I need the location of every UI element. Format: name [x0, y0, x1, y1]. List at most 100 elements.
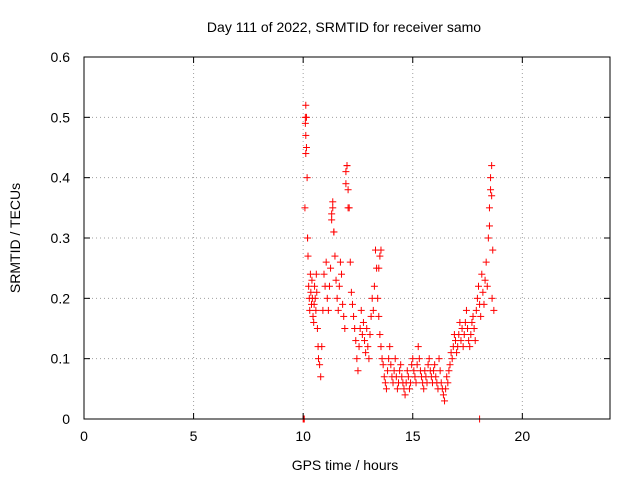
data-point [380, 373, 388, 381]
data-point [448, 355, 456, 363]
data-point [377, 343, 385, 351]
y-tick-label: 0.1 [51, 351, 71, 367]
data-point [465, 337, 473, 345]
data-point [344, 204, 352, 212]
data-point [386, 343, 394, 351]
data-point [356, 325, 364, 332]
data-point [444, 379, 452, 387]
data-point [320, 270, 328, 278]
data-point [437, 379, 445, 387]
data-point [462, 306, 470, 314]
data-point [430, 367, 438, 375]
data-point [478, 270, 486, 278]
x-tick-label: 20 [515, 428, 531, 444]
data-point [379, 361, 387, 369]
data-point [482, 258, 490, 266]
data-point [343, 162, 351, 170]
data-point [301, 204, 309, 212]
data-point [453, 349, 461, 357]
data-point [302, 144, 310, 151]
data-point [404, 373, 412, 381]
data-point [327, 264, 335, 272]
data-point [341, 325, 349, 332]
data-point [442, 385, 450, 393]
data-point [301, 119, 309, 127]
data-point [354, 367, 362, 375]
data-point [375, 312, 383, 320]
data-point [311, 294, 319, 302]
data-point [312, 306, 320, 314]
data-point [381, 379, 389, 387]
data-point [473, 294, 481, 302]
data-point [313, 325, 321, 332]
data-point [435, 355, 443, 363]
data-point [487, 186, 495, 194]
data-point [414, 343, 422, 351]
data-point [396, 367, 404, 375]
data-point [464, 325, 472, 332]
data-point [361, 337, 369, 345]
data-point [432, 373, 440, 381]
data-point [466, 343, 474, 351]
data-point [384, 367, 392, 375]
data-point [370, 282, 378, 290]
data-point [488, 294, 496, 302]
data-point [358, 331, 366, 339]
data-point [302, 150, 310, 158]
data-point [488, 162, 496, 170]
data-point [375, 264, 383, 272]
y-tick-label: 0.4 [51, 170, 71, 186]
data-point [302, 131, 310, 139]
data-point [325, 282, 333, 290]
data-point [306, 306, 314, 314]
data-point [483, 282, 491, 290]
data-point [366, 331, 374, 339]
data-point [334, 306, 342, 314]
data-point [335, 282, 343, 290]
data-point [488, 192, 496, 200]
y-tick-label: 0.2 [51, 290, 71, 306]
data-point [470, 325, 478, 332]
data-point [353, 355, 361, 363]
data-point [305, 282, 313, 290]
data-point [331, 252, 339, 260]
data-point [369, 306, 377, 314]
data-point [302, 101, 310, 109]
data-point [405, 385, 413, 393]
data-point [329, 198, 337, 206]
y-tick-label: 0.6 [51, 49, 71, 65]
data-point [413, 361, 421, 369]
data-point [387, 361, 395, 369]
data-point [355, 343, 363, 351]
data-point [460, 331, 468, 339]
data-point [304, 252, 312, 260]
data-point [378, 355, 386, 363]
x-axis-label: GPS time / hours [292, 457, 399, 473]
data-point [397, 361, 405, 369]
y-tick-labels: 0 0.1 0.2 0.3 0.4 0.5 0.6 [51, 49, 71, 427]
data-point [487, 174, 495, 182]
data-point [468, 318, 476, 326]
data-point [391, 355, 399, 363]
axis-ticks [83, 56, 610, 420]
data-point [481, 276, 489, 284]
data-point [382, 385, 390, 393]
data-point [480, 300, 488, 308]
data-point [344, 186, 352, 194]
data-point [317, 373, 325, 381]
data-point [471, 337, 479, 345]
data-point [303, 174, 311, 182]
data-point [367, 312, 375, 320]
data-point [479, 288, 487, 296]
data-point [315, 355, 323, 363]
data-point [312, 270, 320, 278]
data-point [393, 385, 401, 393]
data-point [365, 355, 373, 363]
y-tick-label: 0.3 [51, 230, 71, 246]
data-point [323, 294, 331, 302]
data-point [342, 168, 350, 176]
data-point [376, 331, 384, 339]
data-point [304, 234, 312, 242]
data-point [333, 294, 341, 302]
